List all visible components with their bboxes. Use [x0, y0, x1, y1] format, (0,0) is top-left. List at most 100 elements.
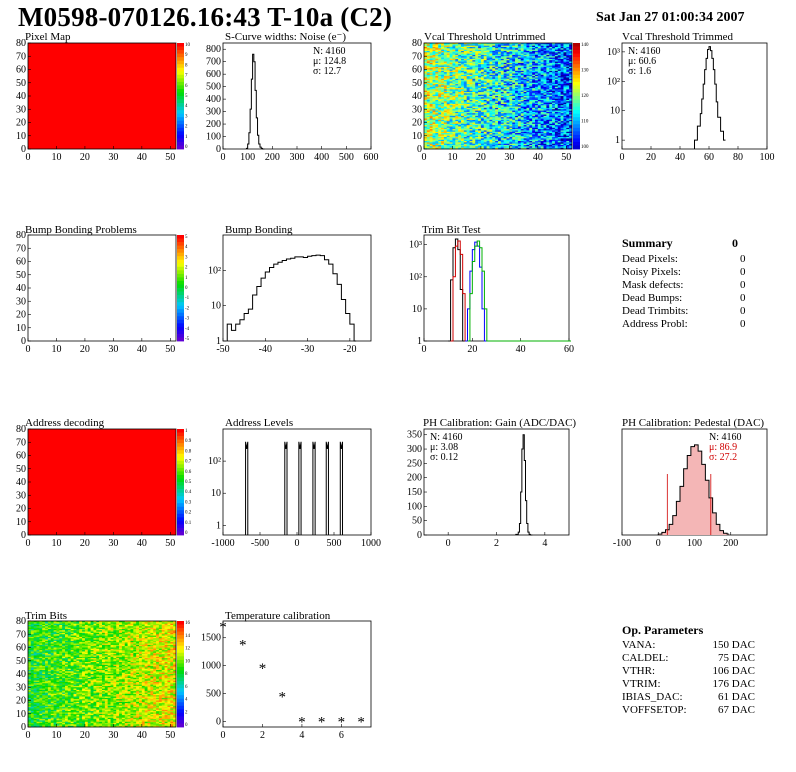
heatmap-cell — [566, 110, 570, 113]
heatmap-cell — [489, 146, 493, 148]
heatmap-cell — [469, 44, 473, 46]
heatmap-cell — [441, 146, 445, 148]
heatmap-cell — [557, 119, 561, 122]
heatmap-cell — [569, 137, 573, 139]
vcal-trimmed-title: Vcal Threshold Trimmed — [622, 31, 734, 43]
heatmap-cell — [517, 90, 522, 93]
heatmap-cell — [566, 138, 570, 141]
heatmap-cell — [532, 77, 536, 80]
pixel-map-ytick-label: 70 — [16, 51, 26, 62]
heatmap-cell — [509, 54, 513, 57]
heatmap-cell — [469, 50, 473, 53]
heatmap-cell — [438, 89, 442, 92]
heatmap-cell — [566, 93, 570, 95]
heatmap-cell — [463, 119, 467, 122]
heatmap-cell — [503, 126, 507, 129]
heatmap-cell — [483, 133, 487, 135]
bump-bonding-problems-colorbar-band — [177, 319, 184, 324]
heatmap-cell — [443, 146, 448, 148]
heatmap-cell — [458, 127, 462, 130]
heatmap-cell — [532, 74, 536, 77]
heatmap-cell — [28, 626, 32, 628]
heatmap-cell — [469, 99, 473, 102]
heatmap-cell — [557, 131, 561, 134]
heatmap-cell — [515, 111, 519, 114]
heatmap-cell — [443, 73, 448, 76]
heatmap-cell — [28, 646, 32, 648]
heatmap-cell — [512, 94, 516, 97]
heatmap-cell — [39, 656, 43, 659]
heatmap-cell — [461, 137, 465, 139]
address-decoding-xtick-label: 10 — [51, 538, 61, 549]
heatmap-cell — [429, 64, 433, 66]
heatmap-cell — [449, 142, 453, 145]
heatmap-cell — [33, 632, 37, 635]
heatmap-cell — [489, 129, 493, 131]
heatmap-cell — [429, 102, 433, 105]
heatmap-cell — [36, 643, 40, 646]
heatmap-cell — [483, 138, 487, 141]
heatmap-cell — [492, 72, 496, 74]
heatmap-cell — [515, 145, 519, 147]
heatmap-cell — [512, 49, 516, 52]
heatmap-cell — [443, 111, 448, 114]
heatmap-cell — [537, 123, 541, 126]
heatmap-cell — [483, 53, 487, 56]
heatmap-cell — [469, 123, 473, 126]
heatmap-cell — [486, 121, 490, 123]
heatmap-cell — [424, 70, 428, 73]
heatmap-cell — [449, 102, 453, 105]
heatmap-cell — [424, 142, 428, 145]
heatmap-cell — [500, 101, 504, 103]
heatmap-cell — [475, 121, 479, 123]
heatmap-cell — [557, 74, 561, 77]
heatmap-cell — [486, 109, 490, 111]
heatmap-cell — [466, 141, 470, 143]
heatmap-cell — [503, 109, 507, 111]
heatmap-cell — [543, 65, 547, 68]
heatmap-cell — [552, 111, 556, 114]
heatmap-cell — [509, 65, 513, 68]
heatmap-cell — [480, 134, 485, 137]
address-decoding-colorbar-tick: 0.4 — [185, 490, 192, 495]
heatmap-cell — [495, 46, 499, 49]
heatmap-cell — [483, 117, 487, 119]
heatmap-cell — [461, 107, 465, 110]
heatmap-cell — [469, 109, 473, 111]
heatmap-cell — [30, 652, 34, 655]
heatmap-cell — [529, 86, 533, 89]
heatmap-cell — [39, 624, 43, 627]
heatmap-cell — [446, 61, 450, 64]
heatmap-cell — [466, 102, 470, 105]
heatmap-cell — [458, 49, 462, 52]
heatmap-cell — [569, 143, 573, 146]
heatmap-cell — [466, 68, 470, 70]
heatmap-cell — [449, 52, 453, 54]
pixel-map-colorbar-band — [177, 145, 184, 150]
heatmap-cell — [543, 62, 547, 65]
heatmap-cell — [441, 135, 445, 138]
heatmap-cell — [30, 662, 34, 664]
heatmap-cell — [517, 43, 522, 45]
heatmap-cell — [529, 93, 533, 95]
heatmap-cell — [535, 52, 539, 54]
heatmap-cell — [509, 102, 513, 105]
heatmap-cell — [475, 111, 479, 114]
heatmap-cell — [492, 127, 496, 130]
heatmap-cell — [512, 135, 516, 138]
heatmap-cell — [486, 53, 490, 56]
heatmap-cell — [520, 92, 524, 94]
heatmap-cell — [429, 50, 433, 53]
heatmap-cell — [472, 84, 476, 86]
heatmap-cell — [563, 101, 567, 103]
heatmap-cell — [426, 82, 430, 85]
heatmap-cell — [36, 703, 40, 705]
heatmap-cell — [472, 69, 476, 72]
heatmap-cell — [461, 97, 465, 99]
heatmap-cell — [449, 93, 453, 95]
heatmap-cell — [523, 60, 527, 62]
heatmap-cell — [517, 117, 522, 119]
heatmap-cell — [500, 102, 504, 105]
heatmap-cell — [472, 62, 476, 65]
heatmap-cell — [509, 73, 513, 76]
